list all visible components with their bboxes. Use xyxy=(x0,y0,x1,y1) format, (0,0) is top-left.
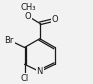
Text: Br: Br xyxy=(5,36,14,45)
Text: O: O xyxy=(52,15,58,24)
Text: N: N xyxy=(37,67,43,76)
Text: Cl: Cl xyxy=(20,74,29,83)
Text: CH₃: CH₃ xyxy=(20,3,36,12)
Text: O: O xyxy=(25,12,31,21)
